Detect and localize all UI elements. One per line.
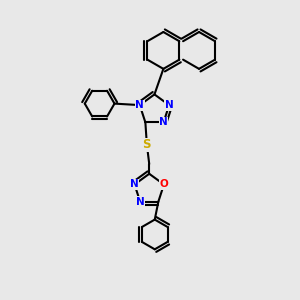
Text: N: N [136, 197, 145, 207]
Text: S: S [142, 138, 151, 151]
Text: N: N [165, 100, 173, 110]
Text: O: O [160, 179, 168, 190]
Text: N: N [130, 179, 139, 190]
Text: N: N [159, 117, 168, 128]
Text: N: N [135, 100, 144, 110]
